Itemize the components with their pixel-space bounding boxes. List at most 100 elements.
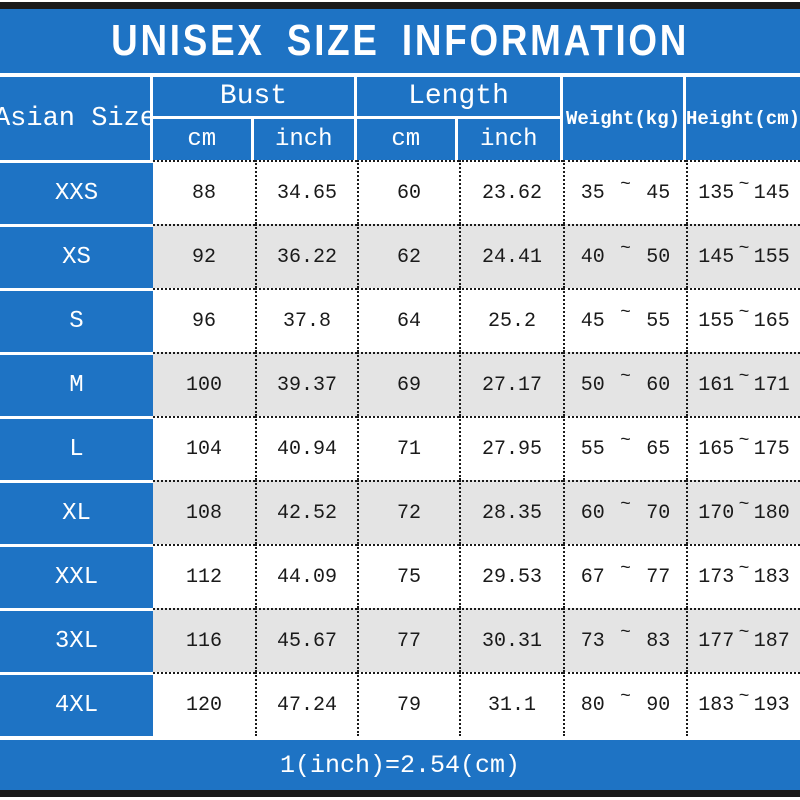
length-inch-header: inch <box>479 126 538 153</box>
tilde: ~ <box>620 495 631 515</box>
table-row-xxs: XXS 88 34.65 60 23.62 35 ~45 135 ~145 <box>0 160 800 224</box>
height-range-cell: 145 ~155 <box>686 224 800 288</box>
weight-range-cell: 60 ~70 <box>563 480 686 544</box>
height-range-cell: 170 ~180 <box>686 480 800 544</box>
weight-header: Weight(kg) <box>563 77 686 160</box>
size-cell: S <box>0 288 153 352</box>
size-cell: XS <box>0 224 153 288</box>
tilde: ~ <box>738 303 750 323</box>
bust-cm-cell: 100 <box>153 352 255 416</box>
tilde: ~ <box>620 623 631 643</box>
bust-cm-cell: 88 <box>153 160 255 224</box>
bust-cm-cell: 108 <box>153 480 255 544</box>
bust-subheader-row: cm inch <box>153 119 354 160</box>
table-row-3xl: 3XL 116 45.67 77 30.31 73 ~83 177 ~187 <box>0 608 800 672</box>
bust-inch-cell: 45.67 <box>255 608 357 672</box>
top-black-bar <box>0 2 800 9</box>
height-range-cell: 165 ~175 <box>686 416 800 480</box>
size-cell: L <box>0 416 153 480</box>
length-cm-header: cm <box>357 119 458 160</box>
tilde: ~ <box>620 303 631 323</box>
table-row-s: S 96 37.8 64 25.2 45 ~55 155 ~165 <box>0 288 800 352</box>
weight-range-cell: 50 ~60 <box>563 352 686 416</box>
title-divider <box>0 73 800 77</box>
conversion-note: 1(inch)=2.54(cm) <box>279 750 521 780</box>
length-cm-cell: 62 <box>357 224 459 288</box>
footer-bar: 1(inch)=2.54(cm) <box>0 740 800 790</box>
bust-cm-cell: 120 <box>153 672 255 736</box>
tilde: ~ <box>738 367 750 387</box>
weight-range-cell: 40 ~50 <box>563 224 686 288</box>
height-range-cell: 161 ~171 <box>686 352 800 416</box>
table-row-m: M 100 39.37 69 27.17 50 ~60 161 ~171 <box>0 352 800 416</box>
size-cell: M <box>0 352 153 416</box>
tilde: ~ <box>738 559 750 579</box>
length-cm-cell: 60 <box>357 160 459 224</box>
tilde: ~ <box>620 239 631 259</box>
tilde: ~ <box>738 495 750 515</box>
height-range-cell: 183 ~193 <box>686 672 800 736</box>
bust-inch-cell: 44.09 <box>255 544 357 608</box>
tilde: ~ <box>738 623 750 643</box>
bust-cm-header: cm <box>153 119 254 160</box>
size-cell: 4XL <box>0 672 153 736</box>
table-row-xs: XS 92 36.22 62 24.41 40 ~50 145 ~155 <box>0 224 800 288</box>
tilde: ~ <box>620 175 631 195</box>
bust-cm-cell: 96 <box>153 288 255 352</box>
bust-label: Bust <box>153 77 354 119</box>
bust-inch-cell: 42.52 <box>255 480 357 544</box>
table-row-xl: XL 108 42.52 72 28.35 60 ~70 170 ~180 <box>0 480 800 544</box>
length-inch-cell: 29.53 <box>459 544 563 608</box>
weight-range-cell: 67 ~77 <box>563 544 686 608</box>
table-row-4xl: 4XL 120 47.24 79 31.1 80 ~90 183 ~193 <box>0 672 800 736</box>
length-cm-cell: 71 <box>357 416 459 480</box>
weight-range-cell: 55 ~65 <box>563 416 686 480</box>
tilde: ~ <box>738 431 750 451</box>
page-title: UNISEX SIZE INFORMATION <box>110 16 690 65</box>
bust-inch-cell: 36.22 <box>255 224 357 288</box>
tilde: ~ <box>620 431 631 451</box>
length-inch-cell: 23.62 <box>459 160 563 224</box>
length-cm-cell: 79 <box>357 672 459 736</box>
bust-cm-cell: 92 <box>153 224 255 288</box>
size-cell: XXS <box>0 160 153 224</box>
table-row-xxl: XXL 112 44.09 75 29.53 67 ~77 173 ~183 <box>0 544 800 608</box>
bust-inch-cell: 47.24 <box>255 672 357 736</box>
table-row-l: L 104 40.94 71 27.95 55 ~65 165 ~175 <box>0 416 800 480</box>
length-cm-cell: 72 <box>357 480 459 544</box>
bust-cm-cell: 104 <box>153 416 255 480</box>
bust-inch-cell: 34.65 <box>255 160 357 224</box>
length-inch-cell: 30.31 <box>459 608 563 672</box>
length-group-header: Length cm inch <box>357 77 563 160</box>
length-inch-cell: 28.35 <box>459 480 563 544</box>
bust-inch-cell: 39.37 <box>255 352 357 416</box>
weight-range-cell: 73 ~83 <box>563 608 686 672</box>
length-cm-cell: 64 <box>357 288 459 352</box>
asian-size-header: Asian Size <box>0 77 153 160</box>
tilde: ~ <box>738 239 750 259</box>
top-white-strip <box>0 0 800 2</box>
size-cell: 3XL <box>0 608 153 672</box>
weight-range-cell: 35 ~45 <box>563 160 686 224</box>
height-range-cell: 155 ~165 <box>686 288 800 352</box>
bust-group-header: Bust cm inch <box>153 77 357 160</box>
length-subheader-row: cm inch <box>357 119 560 160</box>
bust-cm-cell: 116 <box>153 608 255 672</box>
length-inch-cell: 27.95 <box>459 416 563 480</box>
footer-divider <box>0 736 800 740</box>
height-header: Height(cm) <box>686 77 800 160</box>
bust-inch-header: inch <box>274 126 333 153</box>
bust-cm-cell: 112 <box>153 544 255 608</box>
height-range-cell: 135 ~145 <box>686 160 800 224</box>
bust-inch-cell: 40.94 <box>255 416 357 480</box>
weight-range-cell: 45 ~55 <box>563 288 686 352</box>
bottom-black-bar <box>0 790 800 797</box>
length-cm-cell: 69 <box>357 352 459 416</box>
length-inch-cell: 24.41 <box>459 224 563 288</box>
tilde: ~ <box>620 687 631 707</box>
size-cell: XXL <box>0 544 153 608</box>
length-inch-cell: 27.17 <box>459 352 563 416</box>
bottom-white-strip <box>0 797 800 800</box>
length-inch-cell: 25.2 <box>459 288 563 352</box>
